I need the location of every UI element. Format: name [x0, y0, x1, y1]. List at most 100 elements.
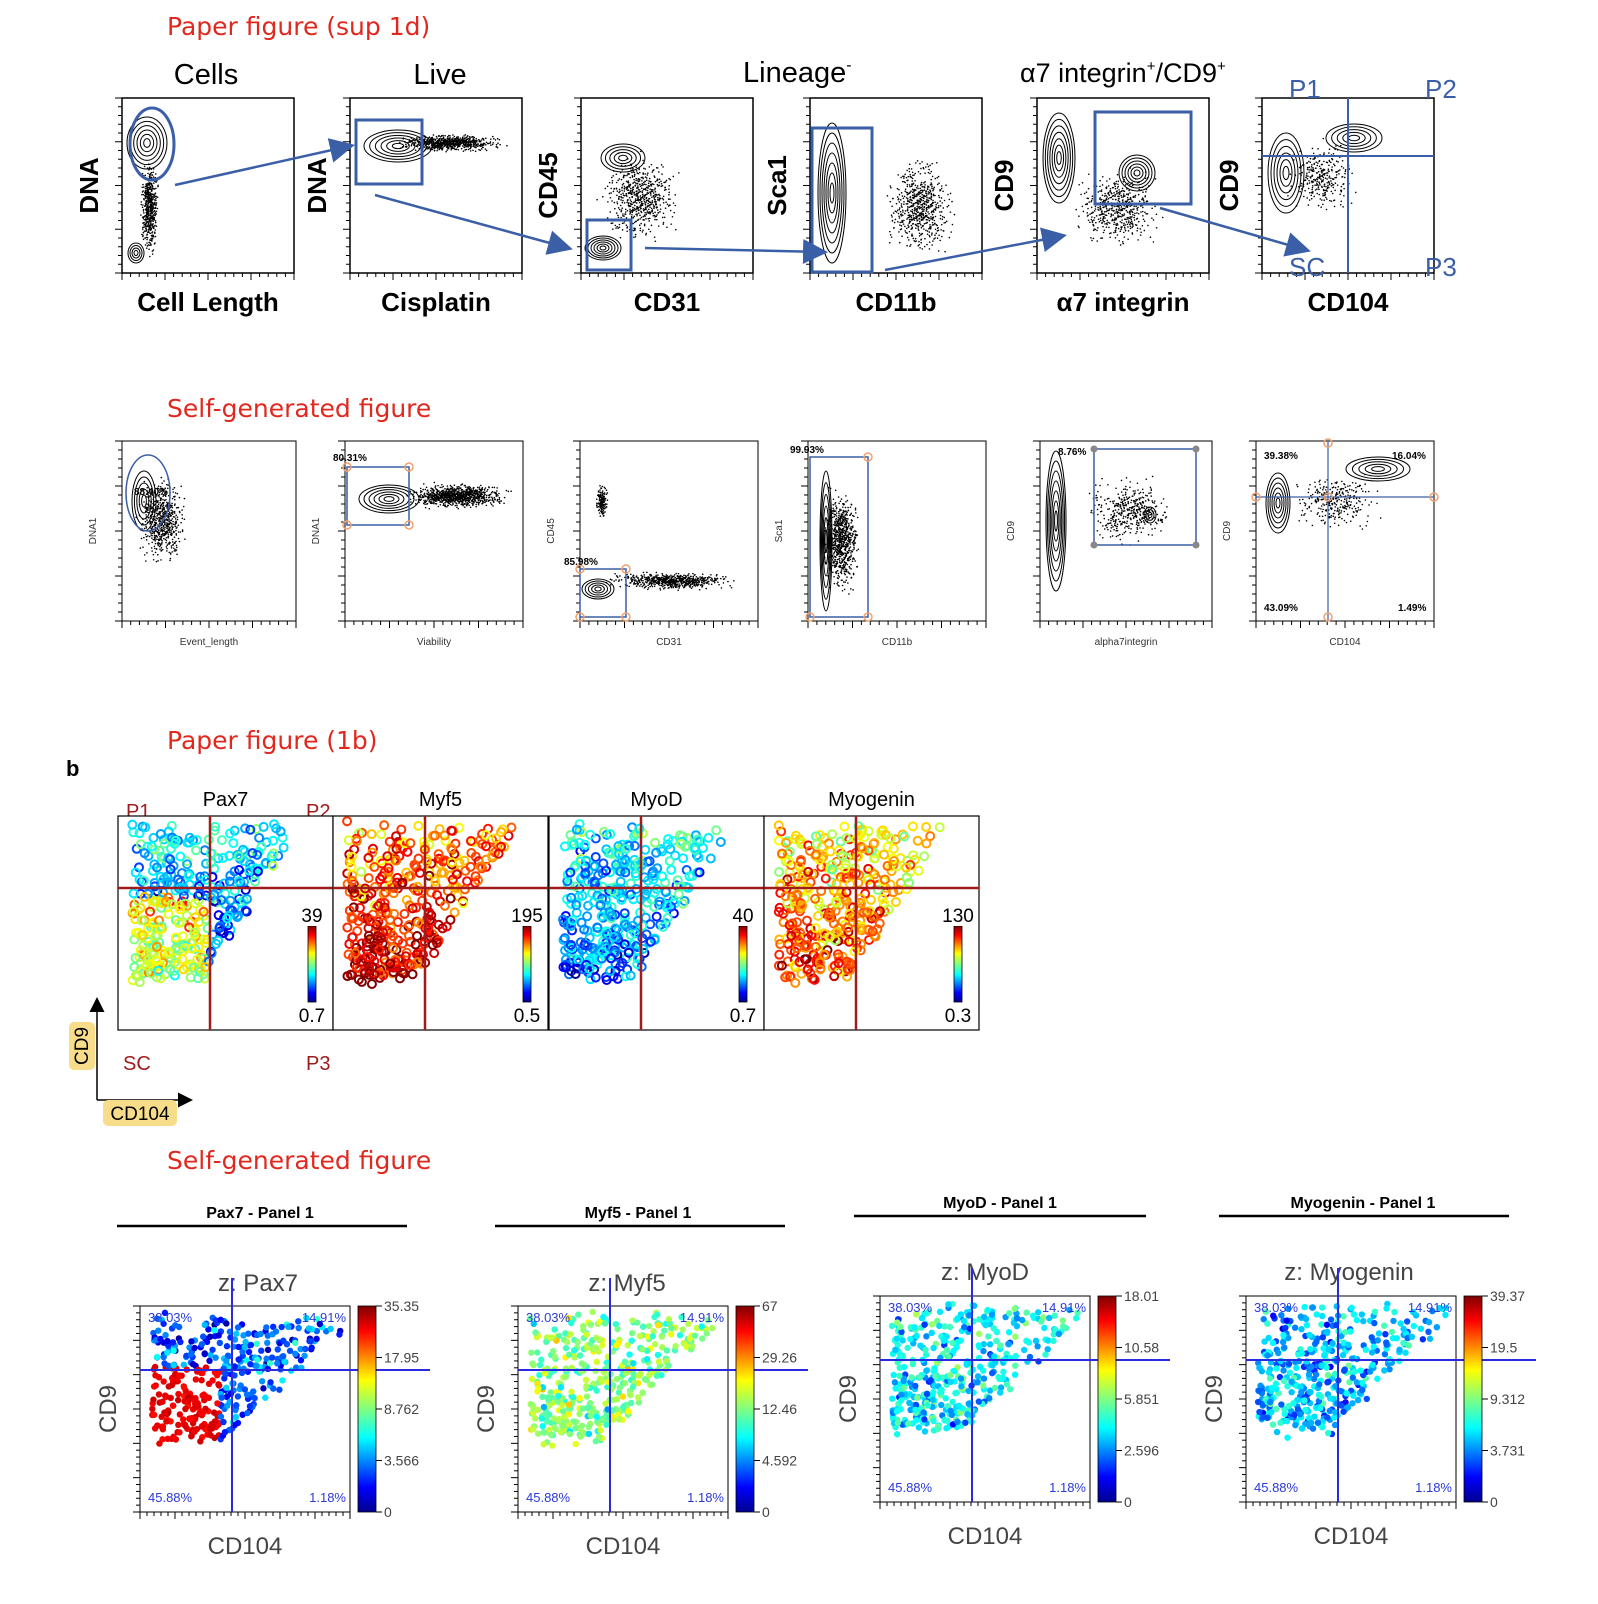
event-dot — [629, 199, 632, 201]
event-dot — [941, 218, 944, 221]
event-dot — [428, 140, 430, 142]
event-dot — [632, 206, 634, 209]
event-dot — [143, 536, 145, 539]
event-dot — [461, 136, 464, 139]
event-dot — [157, 544, 160, 547]
event-dot — [899, 213, 902, 216]
event-dot — [932, 211, 935, 213]
event-dot — [1084, 203, 1087, 206]
event-dot — [466, 138, 469, 140]
event-dot — [486, 488, 489, 491]
event-dot — [940, 211, 943, 213]
event-dot — [1333, 164, 1336, 167]
event-dot — [1133, 214, 1136, 217]
event-dot — [1309, 161, 1312, 164]
event-dot — [631, 196, 633, 199]
event-dot — [172, 495, 175, 498]
event-dot — [150, 234, 153, 237]
event-dot — [939, 217, 942, 220]
event-dot — [437, 484, 439, 487]
event-dot — [910, 202, 913, 204]
event-dot — [625, 224, 628, 227]
event-dot — [1123, 236, 1126, 238]
event-dot — [659, 210, 661, 213]
event-dot — [146, 182, 148, 185]
event-dot — [929, 228, 932, 230]
event-dot — [171, 528, 173, 531]
event-dot — [921, 225, 924, 227]
event-dot — [142, 234, 144, 236]
event-dot — [901, 221, 904, 224]
event-dot — [1081, 181, 1084, 184]
event-dot — [1086, 203, 1088, 206]
event-dot — [177, 531, 180, 533]
event-dot — [947, 204, 950, 207]
event-dot — [161, 541, 163, 544]
event-dot — [667, 198, 670, 200]
event-dot — [906, 185, 909, 188]
event-dot — [1087, 173, 1090, 176]
event-dot — [154, 551, 157, 554]
event-dot — [674, 204, 677, 207]
event-dot — [141, 228, 144, 230]
event-dot — [625, 186, 627, 189]
event-dot — [662, 166, 664, 168]
event-dot — [920, 181, 923, 184]
event-dot — [1119, 244, 1122, 246]
event-dot — [919, 197, 921, 200]
event-dot — [473, 140, 476, 142]
event-dot — [434, 142, 437, 144]
event-dot — [149, 226, 152, 229]
event-dot — [173, 512, 176, 514]
event-dot — [142, 231, 145, 234]
event-dot — [173, 536, 176, 539]
event-dot — [478, 148, 480, 151]
event-dot — [410, 144, 413, 147]
event-dot — [426, 502, 429, 505]
event-dot — [171, 497, 174, 500]
event-dot — [1113, 192, 1115, 194]
event-dot — [932, 240, 934, 242]
event-dot — [642, 159, 644, 162]
event-dot — [625, 193, 628, 195]
event-dot — [156, 207, 159, 210]
event-dot — [643, 183, 646, 186]
event-dot — [438, 491, 441, 494]
event-dot — [921, 203, 924, 206]
event-dot — [476, 139, 478, 142]
event-dot — [649, 203, 651, 206]
event-dot — [665, 188, 667, 191]
event-dot — [1122, 193, 1125, 195]
event-dot — [442, 493, 445, 495]
event-dot — [144, 190, 147, 192]
event-dot — [648, 217, 651, 220]
event-dot — [1134, 212, 1136, 215]
event-dot — [184, 538, 186, 540]
event-dot — [638, 198, 641, 201]
event-dot — [656, 167, 659, 169]
event-dot — [920, 167, 922, 170]
event-dot — [646, 206, 648, 208]
event-dot — [896, 187, 899, 190]
event-dot — [1308, 171, 1310, 173]
event-dot — [458, 485, 460, 488]
event-dot — [1127, 220, 1130, 222]
event-dot — [1316, 182, 1318, 184]
event-dot — [1099, 207, 1101, 209]
event-dot — [624, 213, 626, 215]
event-dot — [668, 188, 670, 190]
event-dot — [1110, 207, 1113, 210]
event-dot — [634, 208, 637, 211]
event-dot — [625, 180, 628, 183]
event-dot — [898, 231, 900, 233]
event-dot — [645, 234, 647, 236]
event-dot — [144, 237, 146, 239]
event-dot — [158, 518, 161, 521]
event-dot — [174, 525, 176, 528]
event-dot — [640, 200, 643, 203]
event-dot — [447, 504, 449, 507]
event-dot — [913, 197, 915, 200]
event-dot — [928, 216, 930, 219]
event-dot — [930, 170, 933, 173]
event-dot — [154, 542, 157, 545]
